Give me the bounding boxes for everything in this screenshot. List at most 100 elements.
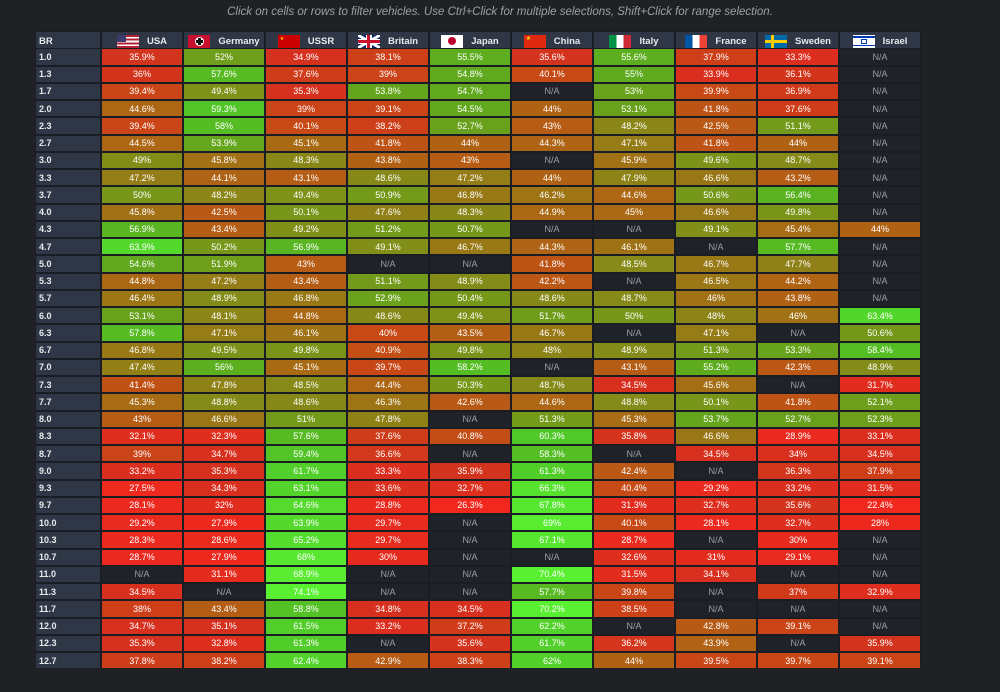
winrate-cell[interactable]: 49.8% <box>429 341 511 359</box>
winrate-cell[interactable]: 60.3% <box>511 427 593 445</box>
br-row-label[interactable]: 12.3 <box>35 634 101 652</box>
winrate-cell[interactable]: 33.9% <box>675 65 757 83</box>
winrate-cell[interactable]: 44.3% <box>511 238 593 256</box>
br-row-label[interactable]: 6.7 <box>35 341 101 359</box>
winrate-cell[interactable]: 28.7% <box>593 531 675 549</box>
winrate-cell[interactable]: N/A <box>511 220 593 238</box>
winrate-cell[interactable]: 39% <box>101 445 183 463</box>
winrate-cell[interactable]: 48.2% <box>183 186 265 204</box>
winrate-cell[interactable]: N/A <box>593 445 675 463</box>
winrate-cell[interactable]: 37.6% <box>757 100 839 118</box>
winrate-cell[interactable]: 52.9% <box>347 289 429 307</box>
winrate-cell[interactable]: 38% <box>101 600 183 618</box>
winrate-cell[interactable]: 48.9% <box>183 289 265 307</box>
winrate-cell[interactable]: 39.4% <box>101 82 183 100</box>
winrate-cell[interactable]: N/A <box>347 634 429 652</box>
winrate-cell[interactable]: N/A <box>839 186 921 204</box>
winrate-cell[interactable]: N/A <box>839 65 921 83</box>
winrate-cell[interactable]: 46.1% <box>593 238 675 256</box>
winrate-cell[interactable]: 43.1% <box>593 358 675 376</box>
winrate-cell[interactable]: 67.1% <box>511 531 593 549</box>
winrate-cell[interactable]: 50.6% <box>839 324 921 342</box>
winrate-cell[interactable]: 30% <box>757 531 839 549</box>
winrate-cell[interactable]: 48.7% <box>511 376 593 394</box>
winrate-cell[interactable]: 40.1% <box>265 117 347 135</box>
winrate-cell[interactable]: 54.8% <box>429 65 511 83</box>
winrate-cell[interactable]: 57.7% <box>757 238 839 256</box>
br-row-label[interactable]: 9.7 <box>35 496 101 514</box>
nation-header-israel[interactable]: Israel <box>839 31 921 51</box>
winrate-cell[interactable]: 49.4% <box>265 186 347 204</box>
winrate-cell[interactable]: 28.3% <box>101 531 183 549</box>
winrate-cell[interactable]: 29.7% <box>347 514 429 532</box>
winrate-cell[interactable]: N/A <box>675 462 757 480</box>
nation-header-china[interactable]: ★ China <box>511 31 593 51</box>
winrate-cell[interactable]: 44% <box>839 220 921 238</box>
winrate-cell[interactable]: 38.2% <box>347 117 429 135</box>
nation-header-ussr[interactable]: ★ USSR <box>265 31 347 51</box>
winrate-cell[interactable]: 34.5% <box>429 600 511 618</box>
winrate-cell[interactable]: 63.1% <box>265 479 347 497</box>
winrate-cell[interactable]: 27.9% <box>183 548 265 566</box>
winrate-cell[interactable]: 66.3% <box>511 479 593 497</box>
winrate-cell[interactable]: 46.8% <box>101 341 183 359</box>
winrate-cell[interactable]: 52% <box>183 48 265 66</box>
winrate-cell[interactable]: 51.3% <box>511 410 593 428</box>
winrate-cell[interactable]: N/A <box>757 324 839 342</box>
winrate-cell[interactable]: 45.9% <box>593 151 675 169</box>
winrate-cell[interactable]: 43.4% <box>265 272 347 290</box>
winrate-cell[interactable]: 51.2% <box>347 220 429 238</box>
winrate-cell[interactable]: 63.9% <box>265 514 347 532</box>
winrate-cell[interactable]: 56.9% <box>101 220 183 238</box>
winrate-cell[interactable]: 59.4% <box>265 445 347 463</box>
winrate-cell[interactable]: 62% <box>511 652 593 670</box>
winrate-cell[interactable]: 46.7% <box>511 324 593 342</box>
winrate-cell[interactable]: 56.4% <box>757 186 839 204</box>
winrate-cell[interactable]: 33.6% <box>347 479 429 497</box>
winrate-cell[interactable]: 53% <box>593 82 675 100</box>
winrate-cell[interactable]: 43.4% <box>183 600 265 618</box>
winrate-cell[interactable]: 49.4% <box>429 307 511 325</box>
winrate-cell[interactable]: 43% <box>265 255 347 273</box>
winrate-cell[interactable]: 48.8% <box>183 393 265 411</box>
winrate-cell[interactable]: N/A <box>839 255 921 273</box>
winrate-cell[interactable]: 57.8% <box>101 324 183 342</box>
winrate-cell[interactable]: 48.9% <box>429 272 511 290</box>
winrate-cell[interactable]: 49.2% <box>265 220 347 238</box>
winrate-cell[interactable]: 47.2% <box>183 272 265 290</box>
winrate-cell[interactable]: 69% <box>511 514 593 532</box>
winrate-cell[interactable]: 55.6% <box>593 48 675 66</box>
winrate-cell[interactable]: 28.8% <box>347 496 429 514</box>
br-row-label[interactable]: 1.0 <box>35 48 101 66</box>
winrate-cell[interactable]: N/A <box>511 358 593 376</box>
winrate-cell[interactable]: 26.3% <box>429 496 511 514</box>
winrate-cell[interactable]: 45.3% <box>593 410 675 428</box>
winrate-cell[interactable]: 45.6% <box>675 376 757 394</box>
winrate-cell[interactable]: N/A <box>429 548 511 566</box>
winrate-cell[interactable]: 41.8% <box>675 100 757 118</box>
winrate-cell[interactable]: 44.2% <box>757 272 839 290</box>
winrate-cell[interactable]: 35.8% <box>593 427 675 445</box>
winrate-cell[interactable]: 34.8% <box>347 600 429 618</box>
winrate-cell[interactable]: 43.1% <box>265 169 347 187</box>
winrate-cell[interactable]: 31.5% <box>839 479 921 497</box>
winrate-cell[interactable]: 68.9% <box>265 565 347 583</box>
br-row-label[interactable]: 7.3 <box>35 376 101 394</box>
winrate-cell[interactable]: 63.4% <box>839 307 921 325</box>
winrate-cell[interactable]: 35.6% <box>757 496 839 514</box>
winrate-cell[interactable]: 29.2% <box>675 479 757 497</box>
winrate-cell[interactable]: 48% <box>511 341 593 359</box>
winrate-cell[interactable]: 38.5% <box>593 600 675 618</box>
winrate-cell[interactable]: 48.6% <box>265 393 347 411</box>
winrate-cell[interactable]: 53.3% <box>757 341 839 359</box>
br-row-label[interactable]: 11.7 <box>35 600 101 618</box>
winrate-cell[interactable]: N/A <box>757 634 839 652</box>
winrate-cell[interactable]: 28.1% <box>101 496 183 514</box>
winrate-cell[interactable]: N/A <box>429 514 511 532</box>
winrate-cell[interactable]: 46.6% <box>675 203 757 221</box>
winrate-cell[interactable]: N/A <box>839 565 921 583</box>
winrate-cell[interactable]: 57.6% <box>183 65 265 83</box>
winrate-cell[interactable]: 50% <box>101 186 183 204</box>
winrate-cell[interactable]: N/A <box>675 531 757 549</box>
winrate-cell[interactable]: 36.3% <box>757 462 839 480</box>
